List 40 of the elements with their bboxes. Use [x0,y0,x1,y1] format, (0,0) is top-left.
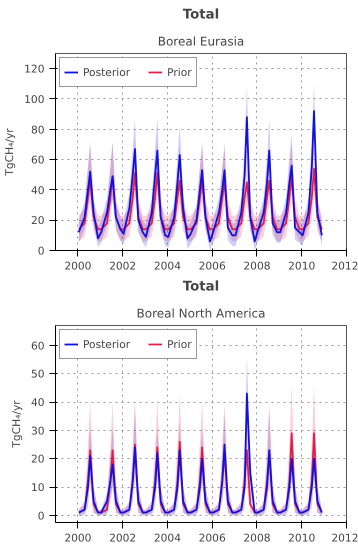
x-tick-label: 2008 [243,532,271,544]
legend-label: Prior [167,338,192,350]
chart-title: Total [182,8,220,22]
x-tick-label: 2004 [154,532,182,544]
y-tick-label: 10 [30,481,45,494]
y-tick-label: 0 [38,244,45,258]
x-tick-label: 2000 [64,260,92,272]
x-tick-label: 2004 [154,260,182,272]
chart-subtitle: Boreal Eurasia [158,34,244,48]
y-tick-label: 20 [30,452,45,466]
x-tick-label: 2008 [243,260,271,272]
y-tick-label: 80 [30,123,45,136]
x-tick-label: 2002 [109,532,136,544]
y-tick-label: 40 [30,184,45,197]
y-tick-label: 30 [30,424,45,438]
x-tick-label: 2000 [64,532,92,544]
x-tick-label: 2010 [288,532,316,544]
line-series [78,110,323,242]
x-tick-label: 2002 [109,260,136,272]
x-tick-label: 2012 [331,532,358,544]
y-axis-title: TgCH₄/yr [3,128,16,177]
y-tick-label: 120 [24,62,45,76]
y-tick-label: 100 [24,92,45,106]
legend-label: Posterior [83,338,130,350]
y-tick-label: 60 [30,154,45,167]
line-series [78,168,323,230]
x-tick-label: 2006 [198,532,226,544]
y-axis-title: TgCH₄/yr [10,400,23,449]
y-tick-label: 50 [30,368,45,381]
x-tick-label: 2012 [331,260,358,272]
y-tick-label: 0 [38,509,45,522]
y-tick-label: 60 [30,339,45,352]
x-tick-label: 2006 [198,260,226,272]
y-tick-label: 40 [30,396,45,410]
chart-title: Total [182,280,220,294]
legend-label: Posterior [83,66,130,78]
x-tick-label: 2010 [288,260,316,272]
y-tick-label: 20 [30,214,45,228]
chart-subtitle: Boreal North America [136,306,266,320]
legend-label: Prior [167,66,192,78]
